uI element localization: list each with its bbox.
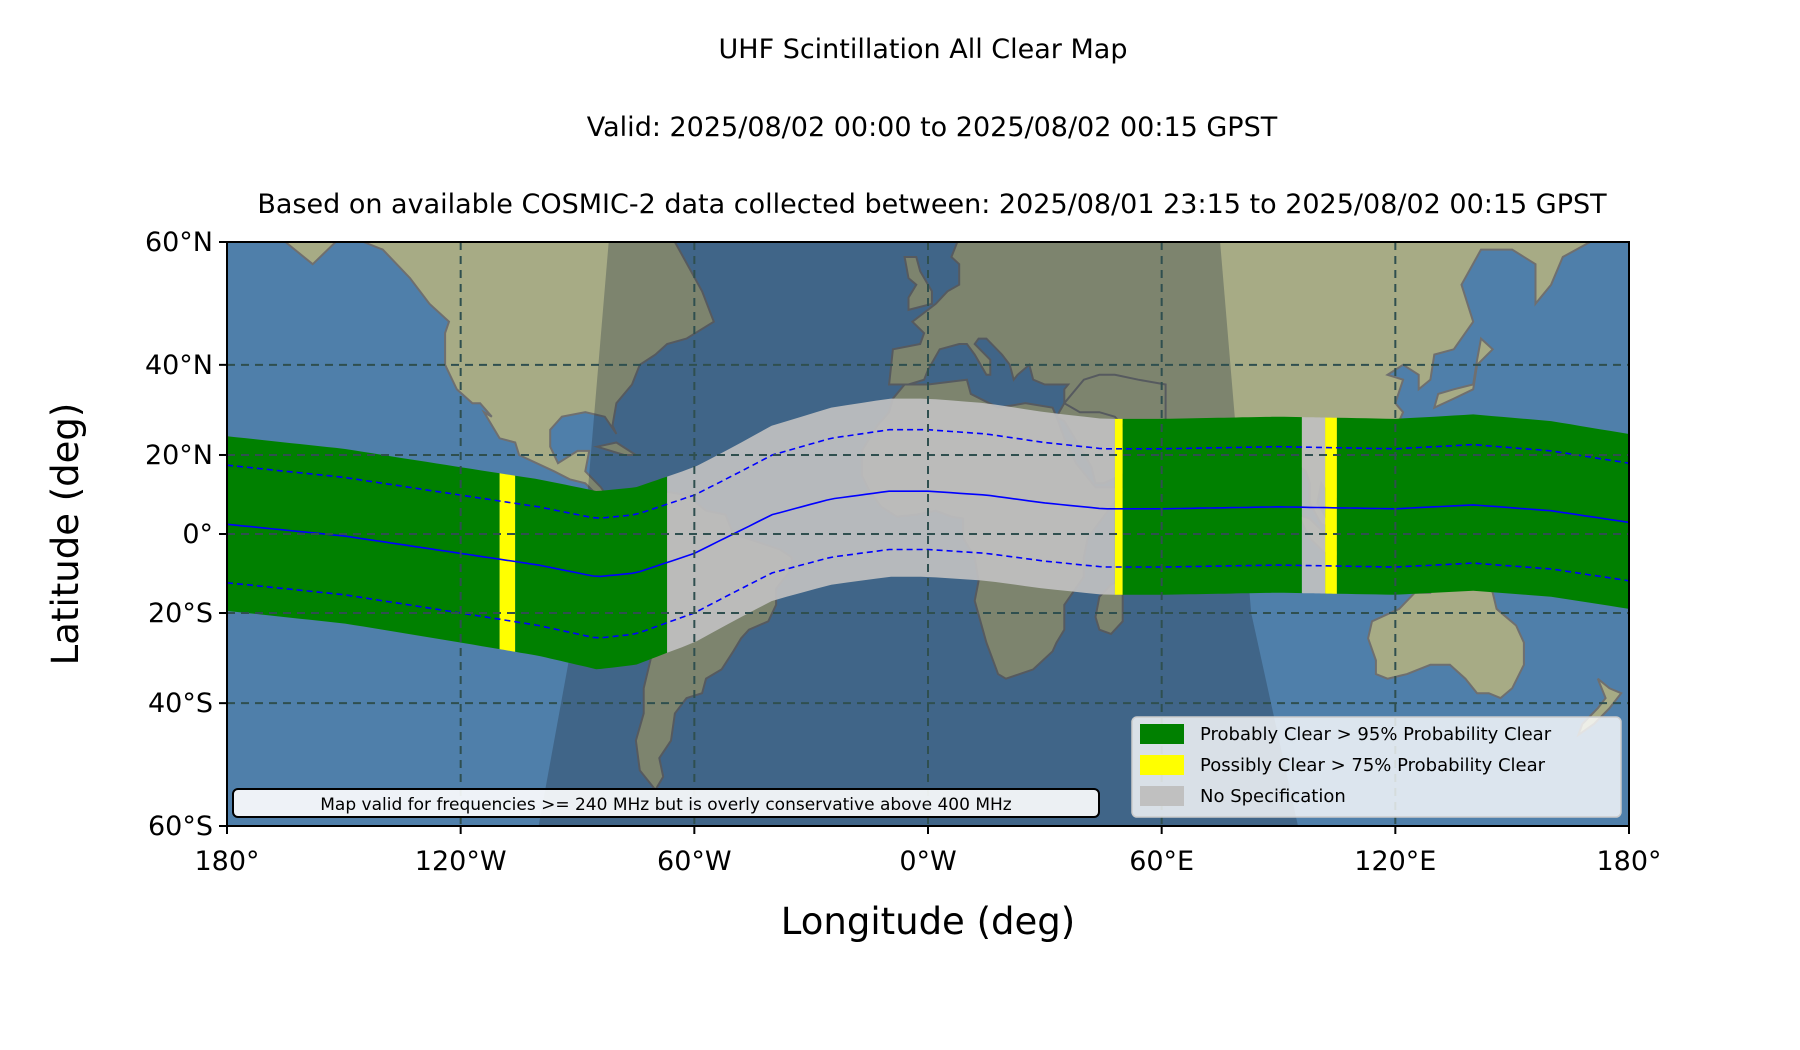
band-segment-5 — [1114, 418, 1123, 595]
y-tick-label: 60°N — [145, 227, 213, 258]
chart-title: UHF Scintillation All Clear Map — [719, 34, 1128, 65]
scintillation-band — [227, 398, 1629, 670]
y-axis-ticks: 60°N 40°N 20°N 0° 20°S 40°S 60°S — [145, 227, 227, 842]
legend-swatch-possibly-clear — [1140, 755, 1184, 775]
band-segment-6 — [1122, 416, 1302, 595]
frequency-note-text: Map valid for frequencies >= 240 MHz but… — [320, 795, 1012, 815]
land-japan — [1432, 336, 1495, 410]
x-tick-label: 60°W — [657, 846, 732, 877]
y-tick-label: 60°S — [148, 811, 213, 842]
valid-time-line: Valid: 2025/08/02 00:00 to 2025/08/02 00… — [587, 112, 1278, 143]
map-area — [227, 242, 1629, 826]
x-tick-label: 120°E — [1354, 846, 1436, 877]
x-axis-ticks: 180° 120°W 60°W 0°W 60°E 120°E 180° — [194, 826, 1662, 877]
land-north-america — [284, 242, 716, 506]
band-segment-3 — [515, 475, 668, 670]
y-tick-label: 20°S — [148, 598, 213, 629]
band-segment-2 — [499, 473, 516, 652]
legend-label-possibly-clear: Possibly Clear > 75% Probability Clear — [1200, 755, 1546, 776]
y-tick-label: 20°N — [145, 440, 213, 471]
frequency-note: Map valid for frequencies >= 240 MHz but… — [232, 788, 1100, 818]
grid-lines — [227, 242, 1629, 826]
frequency-note-box — [232, 788, 1100, 818]
x-tick-label: 0°W — [899, 846, 956, 877]
data-window-line: Based on available COSMIC-2 data collect… — [257, 189, 1607, 220]
band-segment-4 — [667, 398, 1115, 653]
y-tick-label: 0° — [182, 519, 213, 550]
legend-box — [1131, 716, 1622, 818]
x-axis-label: Longitude (deg) — [781, 900, 1075, 943]
y-tick-label: 40°S — [148, 688, 213, 719]
band-segment-8 — [1325, 417, 1337, 594]
legend: Probably Clear > 95% Probability Clear P… — [1131, 716, 1622, 818]
x-tick-label: 180° — [1596, 846, 1661, 877]
legend-label-no-specification: No Specification — [1200, 786, 1346, 807]
legend-swatch-probably-clear — [1140, 724, 1184, 744]
y-axis-label: Latitude (deg) — [44, 403, 87, 666]
legend-swatch-no-specification — [1140, 786, 1184, 806]
legend-label-probably-clear: Probably Clear > 95% Probability Clear — [1200, 724, 1552, 745]
y-tick-label: 40°N — [145, 350, 213, 381]
band-segment-7 — [1301, 417, 1326, 594]
x-tick-label: 120°W — [415, 846, 507, 877]
band-segment-9 — [1336, 414, 1629, 609]
band-segment-1 — [227, 436, 500, 650]
land-uk — [903, 256, 933, 312]
x-tick-label: 180° — [194, 846, 259, 877]
x-tick-label: 60°E — [1129, 846, 1194, 877]
